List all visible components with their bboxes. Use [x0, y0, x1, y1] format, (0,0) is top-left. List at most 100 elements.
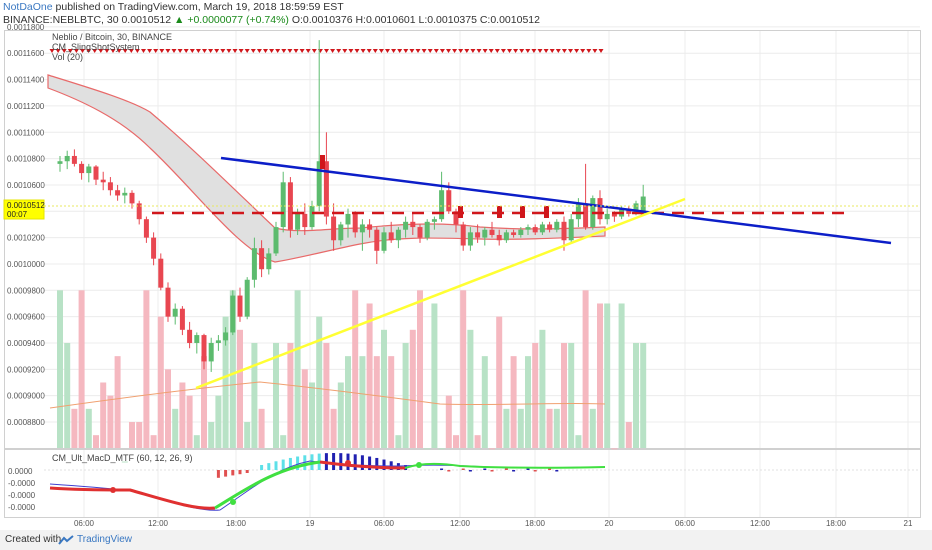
volume-bar	[633, 342, 639, 448]
x-tick-label: 18:00	[525, 519, 546, 528]
sell-triangle-marker	[177, 49, 183, 53]
candle-body	[561, 221, 567, 241]
volume-bar	[71, 408, 78, 448]
x-tick-label: 12:00	[148, 519, 169, 528]
price-change: ▲ +0.0000077 (+0.74%)	[174, 14, 289, 26]
sell-triangle-marker	[287, 49, 293, 53]
volume-bar	[481, 356, 488, 448]
legend-indicator-macd[interactable]: CM_Ult_MacD_MTF (60, 12, 26, 9)	[52, 453, 193, 463]
sell-triangle-marker	[232, 49, 238, 53]
sell-triangle-marker	[421, 49, 427, 53]
macd-histogram-bar	[490, 470, 494, 472]
macd-histogram-bar	[339, 453, 343, 470]
legend-indicator-volume[interactable]: Vol (20)	[52, 52, 83, 62]
y-tick-label: 0.0008800	[7, 418, 45, 427]
candle-body	[489, 229, 495, 235]
candle-body	[64, 155, 70, 162]
candle-body	[374, 229, 380, 251]
sell-triangle-marker	[195, 49, 201, 53]
legend-title: Neblio / Bitcoin, 30, BINANCE	[52, 32, 172, 42]
volume-bar	[388, 356, 395, 448]
author-link[interactable]: NotDaOne	[3, 1, 53, 13]
sell-triangle-marker	[122, 49, 128, 53]
macd-histogram-bar	[526, 468, 530, 470]
candle-body	[295, 213, 301, 230]
candle-body	[57, 161, 63, 164]
candle-body	[388, 232, 394, 241]
y-tick-label: 0.0010000	[7, 260, 45, 269]
support-trendline[interactable]	[195, 197, 686, 390]
volume-bar	[366, 303, 373, 448]
sell-triangle-marker	[354, 49, 360, 53]
candle-body	[410, 221, 416, 228]
volume-bar	[424, 448, 431, 450]
sell-triangle-marker	[568, 49, 573, 53]
volume-bars	[49, 290, 647, 463]
sell-triangle-marker	[226, 49, 232, 53]
macd-histogram-bar	[483, 468, 487, 470]
macd-histogram-bar	[238, 470, 242, 475]
candle-body	[359, 224, 365, 233]
volume-bar	[568, 342, 575, 448]
macd-histogram-bar	[461, 468, 465, 470]
candle-body	[503, 232, 509, 241]
volume-bar	[553, 408, 560, 448]
tradingview-brand-link[interactable]: TradingView	[77, 534, 133, 545]
volume-bar	[431, 303, 438, 448]
macd-histogram-bar	[288, 457, 292, 470]
sell-triangle-marker	[342, 49, 348, 53]
volume-bar	[251, 342, 258, 448]
candle-body	[71, 155, 77, 164]
sell-triangle-marker	[385, 49, 390, 53]
sell-markers-row	[49, 49, 604, 53]
volume-bar	[517, 408, 524, 448]
sell-triangle-marker	[214, 49, 220, 53]
candle-body	[179, 308, 185, 330]
volume-bar	[179, 382, 186, 448]
volume-bar	[373, 356, 380, 448]
volume-bar	[93, 435, 99, 448]
created-with-text: Created with	[5, 534, 62, 545]
volume-ma-line	[49, 381, 606, 409]
sell-triangle-marker	[586, 49, 592, 53]
macd-histogram-bar	[468, 470, 472, 472]
candle-body	[115, 190, 121, 196]
macd-histogram-bar	[440, 468, 444, 470]
sell-triangle-marker	[55, 49, 61, 53]
resistance-trendline[interactable]	[220, 156, 892, 245]
symbol-line: BINANCE:NEBLBTC, 30 0.0010512 ▲ +0.00000…	[3, 14, 540, 27]
candle-body	[403, 221, 409, 230]
candle-body	[165, 287, 171, 317]
sell-triangle-marker	[391, 49, 397, 53]
volume-bar	[618, 303, 625, 448]
macd-histogram-bar	[512, 470, 516, 472]
x-tick-label: 21	[904, 519, 913, 528]
legend-indicator-slingshot[interactable]: CM_SlingShotSystem	[52, 42, 140, 52]
sell-triangle-marker	[159, 49, 165, 53]
volume-bar	[143, 290, 150, 448]
volume-bar	[237, 329, 243, 448]
volume-bar	[222, 316, 229, 448]
candle-body	[554, 221, 560, 230]
volume-bar	[589, 408, 596, 448]
macd-tick-label: -0.0000	[8, 503, 36, 512]
volume-bar	[395, 435, 402, 448]
sell-triangle-marker	[543, 49, 549, 53]
sell-triangle-marker	[592, 49, 598, 53]
candle-body	[604, 213, 610, 220]
sell-triangle-marker	[330, 49, 336, 53]
macd-histogram-bar	[504, 468, 508, 470]
sell-triangle-marker	[73, 49, 79, 53]
sell-triangle-marker	[128, 49, 134, 53]
candle-body	[583, 203, 589, 228]
main-pane-border	[4, 30, 921, 449]
sell-triangle-marker	[281, 49, 287, 53]
volume-bar	[186, 395, 193, 448]
sell-triangle-marker	[366, 49, 372, 53]
volume-bar	[640, 342, 647, 448]
time-axis: 06:00 12:00 18:00 19 06:00 12:00 18:00 20 06:00 1…	[74, 519, 913, 528]
volume-bar	[539, 329, 546, 448]
macd-histogram-bar	[332, 453, 336, 470]
volume-bar	[625, 422, 632, 448]
